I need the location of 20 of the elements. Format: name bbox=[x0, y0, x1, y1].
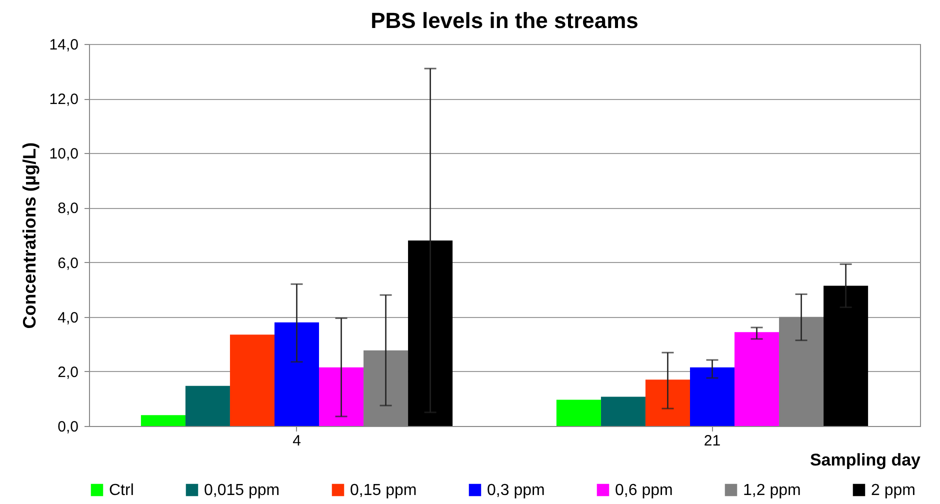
y-axis-title: Concentrations (µg/L) bbox=[19, 142, 40, 329]
y-tick-label: 2,0 bbox=[58, 364, 78, 381]
legend-label: 2 ppm bbox=[871, 482, 916, 499]
y-tick-label: 0,0 bbox=[58, 418, 78, 436]
chart-title: PBS levels in the streams bbox=[370, 8, 638, 33]
y-tick-label: 4,0 bbox=[58, 309, 78, 326]
y-tick-label: 6,0 bbox=[58, 254, 78, 272]
legend-label: 1,2 ppm bbox=[743, 482, 801, 499]
legend-label: 0,3 ppm bbox=[487, 482, 545, 499]
legend-label: 0,6 ppm bbox=[615, 482, 673, 499]
y-tick-label: 12,0 bbox=[49, 91, 78, 108]
legend-label: 0,15 ppm bbox=[350, 482, 417, 499]
legend-label: Ctrl bbox=[109, 482, 134, 499]
y-tick-label: 10,0 bbox=[49, 146, 78, 163]
legend-label: 0,015 ppm bbox=[204, 482, 280, 499]
y-tick-label: 14,0 bbox=[49, 36, 78, 54]
x-tick-label: 21 bbox=[704, 432, 721, 450]
x-tick-label: 4 bbox=[292, 432, 301, 450]
y-tick-label: 8,0 bbox=[58, 200, 78, 218]
x-axis-title: Sampling day bbox=[810, 450, 922, 470]
